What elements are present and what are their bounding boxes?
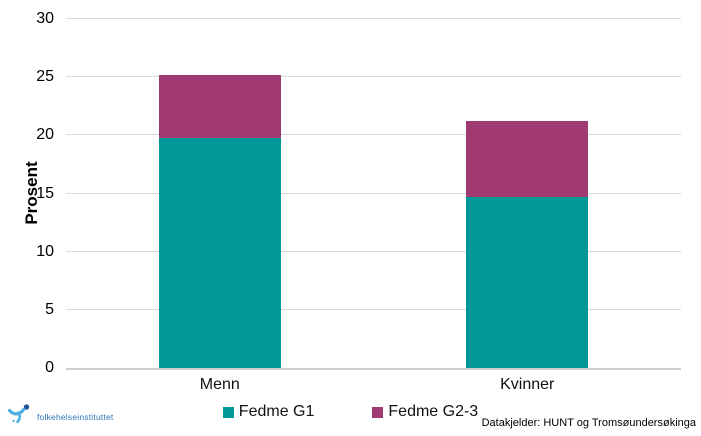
legend-item-fedme-g2-3: Fedme G2-3	[372, 403, 478, 421]
data-source-note: Datakjelder: HUNT og Tromsøundersøkinga	[481, 417, 696, 429]
fhi-logo: folkehelseinstituttet	[7, 401, 114, 432]
gridline-20	[66, 134, 681, 136]
legend: Fedme G1 Fedme G2-3	[0, 403, 701, 421]
y-tick-label-25: 25	[36, 68, 54, 86]
y-tick-label-20: 20	[36, 126, 54, 144]
fhi-logo-icon	[7, 401, 33, 432]
legend-item-fedme-g1: Fedme G1	[222, 403, 315, 421]
fhi-logo-text: folkehelseinstituttet	[37, 411, 114, 422]
x-tick-label-kvinner: Kvinner	[500, 376, 555, 393]
bar-kvinner	[466, 121, 589, 368]
bar-segment-menn-fedme-g2-3	[158, 74, 281, 138]
y-tick-label-0: 0	[45, 359, 54, 376]
y-tick-label-30: 30	[36, 10, 54, 27]
y-tick-label-5: 5	[45, 300, 54, 318]
legend-label: Fedme G1	[238, 403, 315, 420]
legend-swatch-icon	[372, 406, 384, 418]
gridline-15	[66, 192, 681, 194]
bar-segment-kvinner-fedme-g1	[466, 197, 589, 368]
gridline-10	[66, 250, 681, 252]
plot-area	[66, 18, 681, 370]
x-axis: Menn Kvinner	[66, 376, 681, 396]
y-tick-label-10: 10	[36, 242, 54, 260]
y-tick-label-15: 15	[36, 184, 54, 202]
y-axis: 0 5 10 15 20 25 30	[0, 10, 56, 376]
bar-menn	[158, 74, 281, 368]
gridline-5	[66, 308, 681, 310]
bar-segment-menn-fedme-g1	[158, 137, 281, 368]
gridline-25	[66, 76, 681, 78]
legend-label: Fedme G2-3	[388, 403, 479, 420]
bar-segment-kvinner-fedme-g2-3	[466, 121, 589, 197]
gridline-30	[66, 18, 681, 19]
legend-swatch-icon	[222, 406, 234, 418]
x-tick-label-menn: Menn	[199, 376, 240, 393]
